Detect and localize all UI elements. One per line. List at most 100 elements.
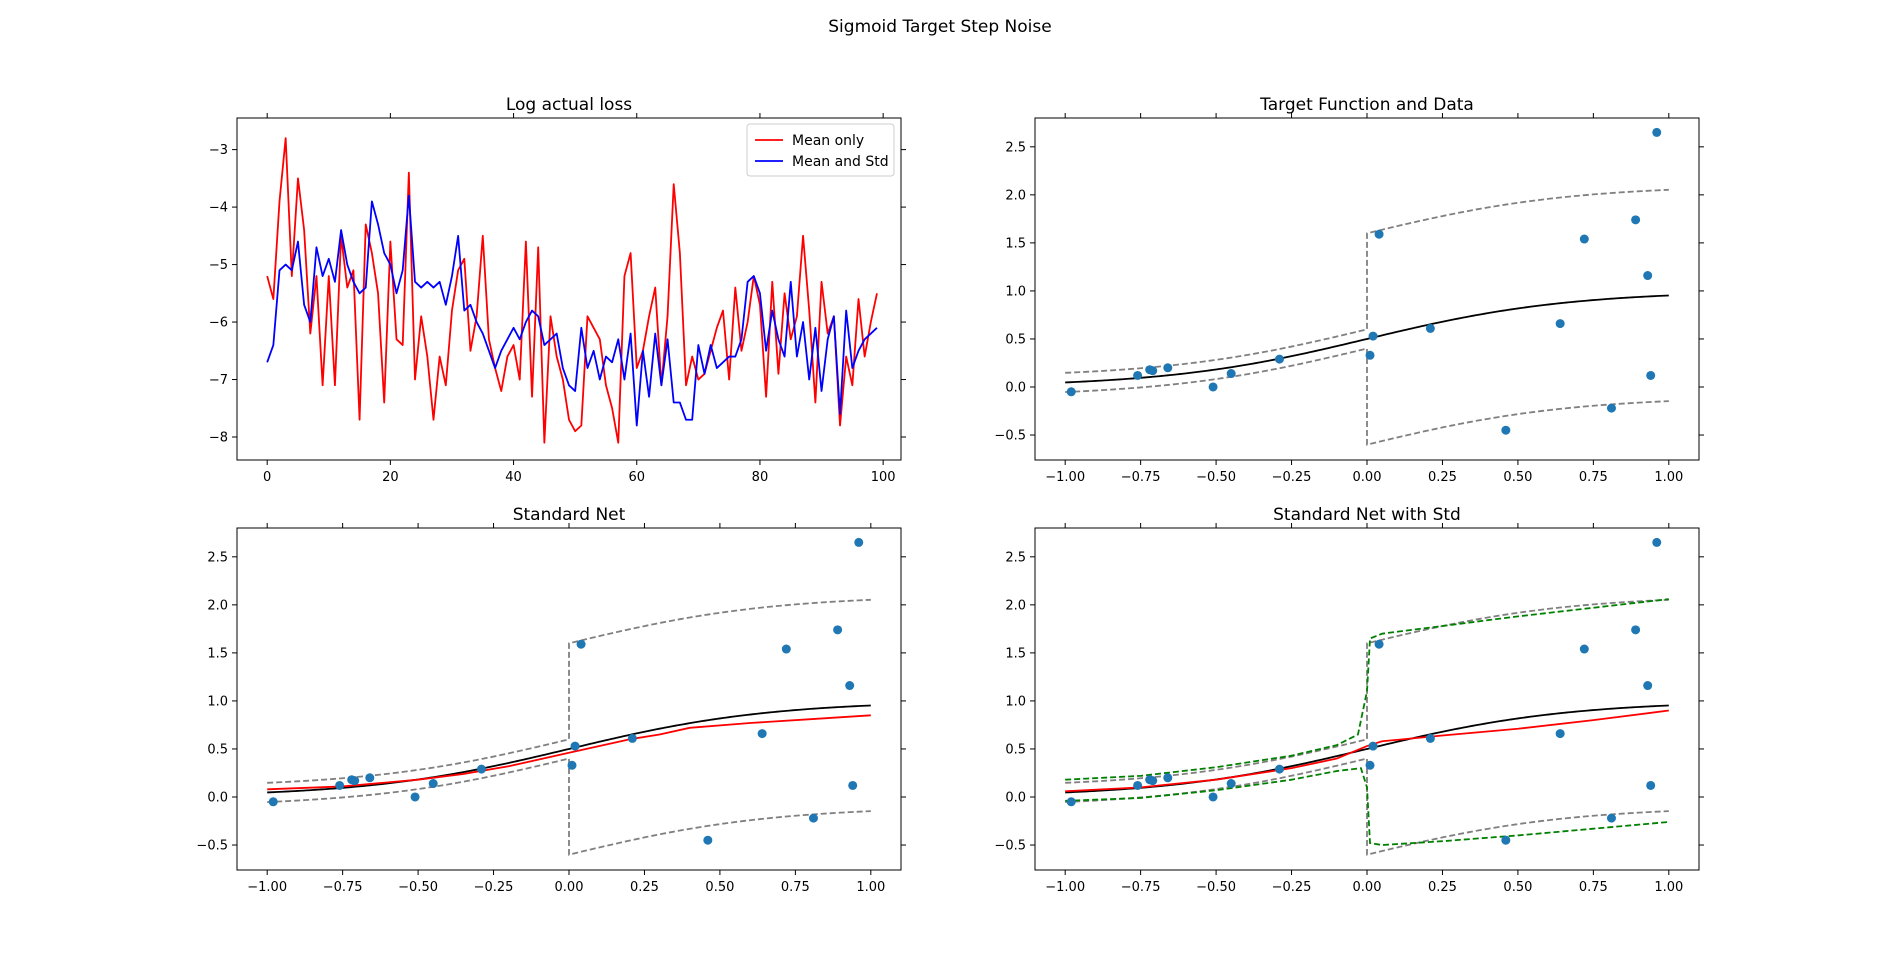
y-tick-label: 0.0 [1005, 790, 1026, 805]
data-point [1646, 780, 1656, 790]
legend-frame [746, 123, 895, 177]
data-point [1501, 425, 1511, 435]
data-point [1555, 729, 1565, 739]
data-point [428, 779, 438, 789]
data-point [1208, 382, 1218, 392]
x-tick-label: 0.00 [1353, 470, 1382, 485]
x-tick-label: −0.75 [323, 880, 363, 895]
x-tick-label: −0.75 [1121, 880, 1161, 895]
prediction-line [267, 714, 871, 791]
data-point [1501, 835, 1511, 845]
y-tick-label: 1.5 [1005, 646, 1026, 661]
figure-suptitle: Sigmoid Target Step Noise [828, 17, 1051, 37]
data-point [1425, 733, 1435, 743]
data-point [1374, 639, 1384, 649]
x-tick-label: −0.50 [1196, 470, 1236, 485]
x-tick-label: 20 [382, 470, 399, 485]
data-point [476, 764, 486, 774]
x-tick-label: 0.50 [1503, 880, 1532, 895]
x-tick-label: 1.00 [1654, 880, 1683, 895]
x-tick-label: 80 [752, 470, 769, 485]
target-function-line [267, 704, 871, 794]
x-tick-label: 0.50 [1503, 470, 1532, 485]
data-point [576, 639, 586, 649]
lower-bound-line [267, 757, 871, 856]
x-tick-label: 60 [628, 470, 645, 485]
x-tick-label: 0.25 [1428, 880, 1457, 895]
x-tick-label: −1.00 [247, 880, 287, 895]
prediction-line [1065, 709, 1669, 793]
x-tick-label: 1.00 [1654, 470, 1683, 485]
data-point [567, 760, 577, 770]
x-tick-label: 0.25 [630, 880, 659, 895]
axes-frame [1034, 527, 1700, 871]
data-point [1606, 813, 1616, 823]
y-tick-label: −7 [209, 373, 228, 388]
x-tick-label: 0.75 [1579, 470, 1608, 485]
data-point [1226, 779, 1236, 789]
plot-area [1065, 537, 1669, 856]
data-point [1368, 331, 1378, 341]
x-tick-label: 0.75 [781, 880, 810, 895]
x-tick-label: −0.25 [1272, 880, 1312, 895]
data-point [1646, 370, 1656, 380]
x-tick-label: 1.00 [856, 880, 885, 895]
data-point [854, 537, 864, 547]
y-tick-label: 2.5 [1005, 140, 1026, 155]
y-tick-label: −6 [209, 316, 228, 331]
legend: Mean only Mean and Std [746, 123, 895, 177]
data-point [848, 780, 858, 790]
y-tick-label: −0.5 [994, 839, 1026, 854]
y-tick-label: −0.5 [196, 839, 228, 854]
y-tick-label: 1.5 [1005, 236, 1026, 251]
y-tick-label: 0.0 [207, 790, 228, 805]
data-point [1163, 363, 1173, 373]
data-point [808, 813, 818, 823]
y-tick-label: 2.5 [207, 550, 228, 565]
y-tick-label: −4 [209, 201, 228, 216]
x-tick-label: −0.50 [398, 880, 438, 895]
data-point [1066, 797, 1076, 807]
plot-area [267, 537, 871, 856]
y-tick-label: 1.0 [1005, 284, 1026, 299]
y-tick-label: −8 [209, 431, 228, 446]
data-point [1148, 776, 1158, 786]
x-tick-label: −0.25 [1272, 470, 1312, 485]
data-point [1365, 350, 1375, 360]
x-tick-label: 40 [505, 470, 522, 485]
data-point [1274, 354, 1284, 364]
subplot-title: Log actual loss [506, 95, 632, 115]
x-tick-label: −0.25 [474, 880, 514, 895]
std-lower-line [1065, 767, 1669, 846]
data-point [350, 776, 360, 786]
legend-label: Mean only [792, 133, 864, 149]
y-tick-label: 2.0 [1005, 188, 1026, 203]
plot-area [266, 137, 878, 444]
data-point [1652, 537, 1662, 547]
y-tick-label: 0.0 [1005, 380, 1026, 395]
x-tick-label: −1.00 [1045, 470, 1085, 485]
data-point [1643, 271, 1653, 281]
y-tick-label: 0.5 [1005, 332, 1026, 347]
series-line-mean-and-std [266, 194, 878, 427]
data-point [845, 681, 855, 691]
subplot-2: Target Function and Data −1.00 −0.75 −0.50 −… [994, 95, 1704, 485]
y-tick-label: −0.5 [994, 429, 1026, 444]
data-point [335, 780, 345, 790]
data-point [365, 773, 375, 783]
data-point [1652, 127, 1662, 137]
x-tick-label: −1.00 [1045, 880, 1085, 895]
axes-frame [236, 117, 902, 461]
data-point [1163, 773, 1173, 783]
data-point [1606, 403, 1616, 413]
data-point [627, 733, 637, 743]
data-point [1133, 370, 1143, 380]
y-tick-label: 2.0 [207, 598, 228, 613]
subplots: Log actual loss 0 20 40 60 80 100 −8 −7 −6 −5 −4 −3 M… [196, 95, 1704, 895]
data-point [781, 644, 791, 654]
std-upper-line [1065, 598, 1669, 781]
data-point [1555, 319, 1565, 329]
lower-bound-line [1065, 347, 1669, 446]
